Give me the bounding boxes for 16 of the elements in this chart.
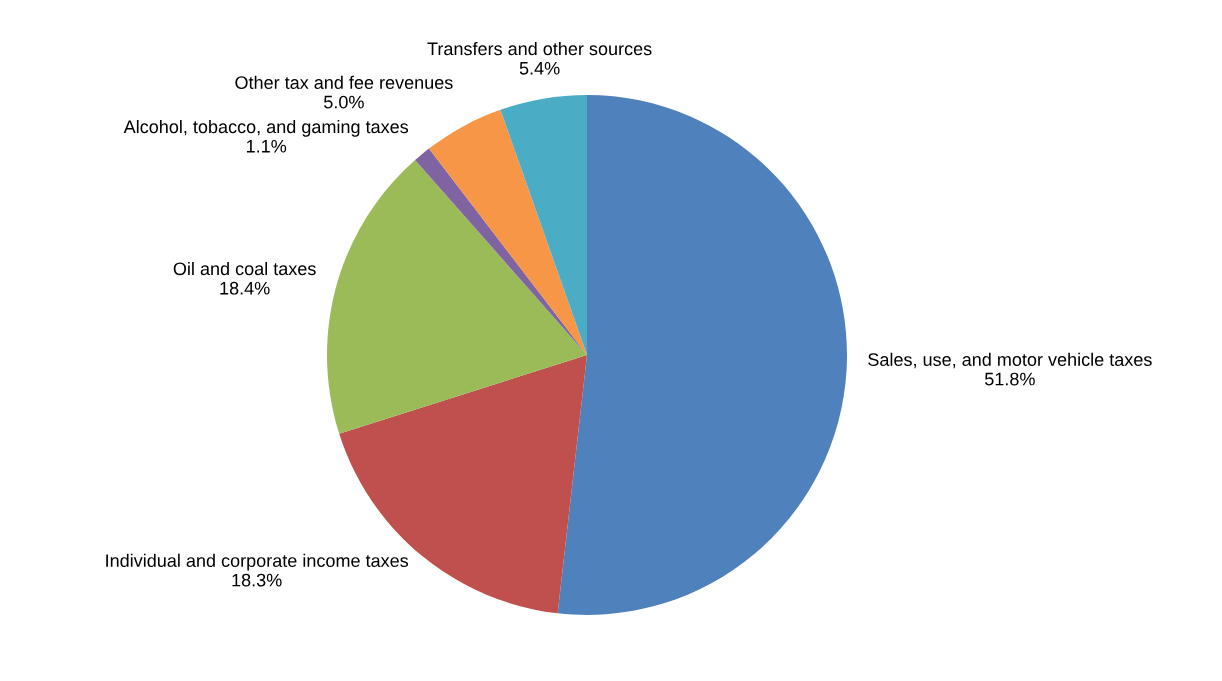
data-label: 18.4% — [220, 281, 270, 295]
slice-label: Other tax and fee revenues — [235, 75, 453, 89]
slice-label: Individual and corporate income taxes — [106, 553, 409, 571]
data-label: 5.4% — [519, 61, 560, 75]
pie-slice — [428, 109, 587, 355]
data-label: 5.0% — [324, 95, 364, 109]
slice-label: Transfers and other sources — [427, 41, 652, 56]
slice-label: Alcohol, tobacco, and gaming taxes — [123, 119, 409, 137]
data-label: 51.8% — [984, 372, 1035, 386]
slice-label: Oil and coal taxes — [173, 261, 316, 276]
pie-slice — [557, 95, 847, 615]
data-label: 1.1% — [246, 139, 287, 153]
data-label: 18.3% — [232, 573, 282, 587]
pie-slice — [327, 159, 587, 434]
pie-slice — [500, 95, 587, 355]
slice-label: Sales, use, and motor vehicle taxes — [868, 352, 1152, 369]
